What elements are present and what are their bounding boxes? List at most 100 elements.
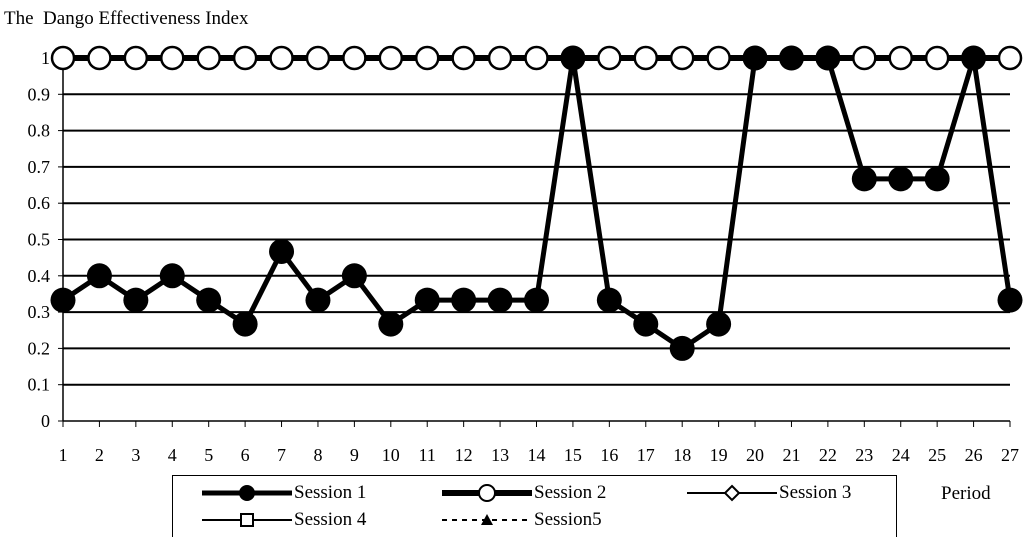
x-tick-label: 3	[131, 445, 140, 465]
data-point	[815, 45, 841, 71]
x-tick-label: 9	[350, 445, 359, 465]
data-point	[487, 287, 513, 313]
data-point	[451, 287, 477, 313]
x-tick-label: 10	[382, 445, 400, 465]
data-point	[852, 45, 877, 71]
chart-title: The Dango Effectiveness Index	[4, 8, 249, 29]
x-tick-label: 26	[965, 445, 983, 465]
data-point	[524, 287, 549, 313]
x-axis-label: Period	[941, 483, 991, 504]
data-point	[269, 45, 294, 71]
y-tick-label: 0.6	[28, 193, 51, 213]
data-point	[924, 45, 950, 71]
data-point	[196, 287, 222, 313]
data-point	[378, 45, 404, 71]
data-point	[305, 45, 331, 71]
data-point	[378, 311, 404, 337]
axes	[58, 52, 1011, 427]
data-point	[487, 45, 513, 71]
x-tick-label: 16	[600, 445, 618, 465]
data-point	[778, 45, 804, 71]
data-point	[196, 45, 221, 71]
y-tick-label: 0.7	[28, 157, 51, 177]
data-point	[706, 45, 731, 71]
legend-item-session-3: Session 3	[685, 482, 851, 504]
legend-label: Session 2	[534, 482, 607, 503]
data-point	[232, 311, 258, 337]
series-session-2	[50, 45, 1023, 71]
y-tick-label: 0.8	[28, 121, 51, 141]
data-point	[232, 45, 258, 71]
x-tick-label: 18	[673, 445, 691, 465]
legend-swatch-session-2	[442, 484, 532, 502]
legend-label: Session 3	[779, 482, 852, 503]
data-point	[87, 45, 112, 71]
data-point	[596, 287, 622, 313]
legend-swatch-session-1	[202, 485, 292, 501]
data-point	[961, 45, 987, 71]
legend: Session 1 Session 2 Session 3 Session 4 …	[172, 475, 897, 537]
x-tick-label: 15	[564, 445, 582, 465]
data-point	[669, 45, 695, 71]
x-tick-label: 11	[419, 445, 436, 465]
data-point	[560, 45, 586, 71]
data-point	[341, 263, 367, 289]
data-point	[269, 238, 295, 264]
data-point	[160, 45, 185, 71]
data-point	[159, 263, 185, 289]
x-tick-labels: 1 2 3 4 5 6 7 8 9 10 11 12 13 14 15 16 17 18 19 20 21 22 23 24 2…	[59, 445, 1020, 465]
data-point	[706, 311, 732, 337]
data-point	[633, 311, 659, 337]
data-point	[451, 45, 476, 71]
y-tick-label: 0.2	[28, 338, 51, 358]
data-point	[669, 335, 695, 361]
data-point	[997, 287, 1023, 313]
x-tick-label: 22	[819, 445, 837, 465]
x-tick-label: 14	[528, 445, 546, 465]
gridlines	[63, 57, 1010, 386]
legend-swatch-session-3	[687, 484, 777, 502]
y-tick-label: 1	[41, 48, 50, 68]
x-tick-label: 20	[746, 445, 764, 465]
y-tick-label: 0	[41, 411, 50, 431]
x-tick-label: 13	[491, 445, 509, 465]
legend-swatch-session5	[442, 514, 532, 525]
data-point	[123, 45, 149, 71]
data-point	[524, 45, 549, 71]
x-tick-label: 27	[1001, 445, 1019, 465]
series-layer	[50, 45, 1023, 361]
data-point	[50, 287, 76, 313]
y-tick-label: 0.3	[28, 302, 51, 322]
data-point	[414, 287, 440, 313]
data-point	[742, 45, 768, 71]
y-tick-label: 0.1	[28, 375, 51, 395]
x-tick-label: 21	[782, 445, 800, 465]
data-point	[888, 166, 914, 192]
x-tick-label: 5	[204, 445, 213, 465]
x-tick-label: 17	[637, 445, 655, 465]
data-point	[633, 45, 659, 71]
legend-item-session5: Session5	[440, 509, 602, 531]
x-tick-label: 4	[168, 445, 177, 465]
x-tick-label: 12	[455, 445, 473, 465]
data-point	[50, 45, 76, 71]
legend-label: Session 1	[294, 482, 367, 503]
x-tick-label: 2	[95, 445, 104, 465]
data-point	[86, 263, 112, 289]
legend-item-session-4: Session 4	[200, 509, 366, 531]
legend-swatch-session-4	[202, 513, 292, 527]
data-point	[305, 287, 331, 313]
y-tick-labels: 0 0.1 0.2 0.3 0.4 0.5 0.6 0.7 0.8 0.9 1	[28, 48, 51, 431]
y-tick-label: 0.5	[28, 230, 51, 250]
legend-item-session-2: Session 2	[440, 482, 606, 504]
x-tick-label: 8	[313, 445, 322, 465]
x-tick-label: 7	[277, 445, 286, 465]
x-tick-label: 24	[892, 445, 910, 465]
data-point	[851, 166, 877, 192]
data-point	[123, 287, 149, 313]
y-tick-label: 0.4	[28, 266, 51, 286]
legend-item-session-1: Session 1	[200, 482, 366, 504]
y-tick-label: 0.9	[28, 84, 51, 104]
x-tick-label: 23	[855, 445, 873, 465]
legend-label: Session5	[534, 509, 602, 530]
